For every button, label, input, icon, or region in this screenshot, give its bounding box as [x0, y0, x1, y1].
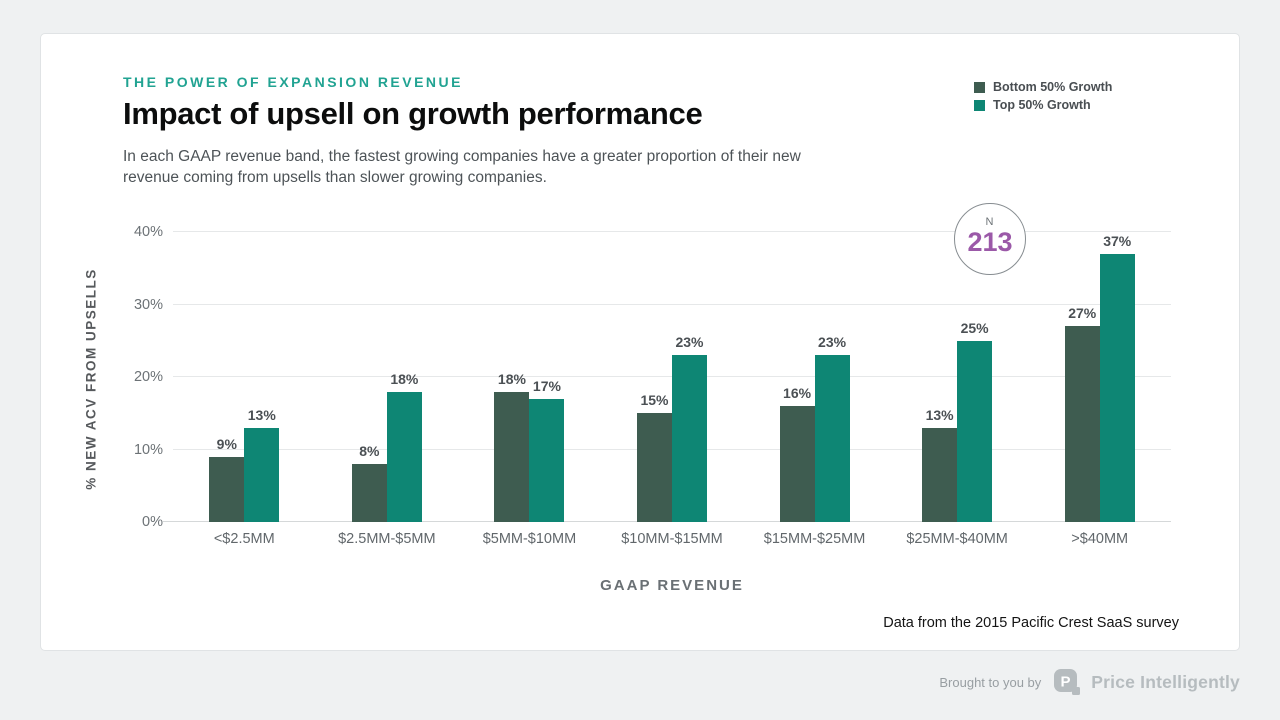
price-intelligently-logo-icon: P: [1054, 669, 1081, 695]
bar-value-label: 18%: [497, 370, 526, 387]
footer: Brought to you by P Price Intelligently: [0, 664, 1240, 700]
legend: Bottom 50% Growth Top 50% Growth: [974, 80, 1112, 116]
bar-group: 16% 23% $15MM-$25MM: [743, 232, 886, 547]
legend-label-top50: Top 50% Growth: [993, 98, 1091, 112]
bar-group: 15% 23% $10MM-$15MM: [601, 232, 744, 547]
y-tick-label: 10%: [133, 441, 163, 458]
bar-value-label: 13%: [247, 406, 276, 423]
x-category-label: $5MM-$10MM: [482, 531, 577, 547]
page-title: Impact of upsell on growth performance: [123, 96, 703, 131]
bar-chart-plot-area: N 213 0% 10% 20% 30% 40% 9% 13% <$2.5MM 8% 18% $2.…: [134, 203, 1171, 548]
legend-label-bottom50: Bottom 50% Growth: [993, 80, 1113, 94]
bar-value-label: 8%: [359, 443, 380, 459]
bar-group: 8% 18% $2.5MM-$5MM: [316, 232, 459, 548]
gridline: [173, 303, 1171, 305]
data-source-note: Data from the 2015 Pacific Crest SaaS su…: [883, 615, 1179, 631]
footer-brand: Price Intelligently: [1091, 671, 1240, 692]
legend-swatch-top50: [974, 99, 985, 111]
bar-group: 13% 25% $25MM-$40MM: [886, 232, 1029, 547]
y-tick-label: 40%: [133, 224, 163, 240]
bar-value-label: 18%: [390, 370, 419, 387]
x-category-label: $10MM-$15MM: [621, 531, 723, 547]
bar-group: 9% 13% <$2.5MM: [173, 232, 316, 547]
legend-swatch-bottom50: [974, 81, 985, 93]
bar-value-label: 15%: [640, 392, 669, 409]
subtitle: In each GAAP revenue band, the fastest g…: [123, 148, 801, 186]
x-category-label: $2.5MM-$5MM: [338, 531, 436, 547]
x-category-label: $25MM-$40MM: [906, 531, 1008, 547]
gridline: [173, 231, 1171, 232]
bar-bottom50: 9%: [209, 436, 245, 522]
bar-top50: 13%: [244, 407, 280, 522]
bar-value-label: 23%: [675, 334, 704, 351]
bar-value-label: 27%: [1068, 305, 1097, 322]
bar-bottom50: 8%: [351, 443, 387, 522]
footer-text: Brought to you by: [939, 674, 1042, 690]
chart-card: THE POWER OF EXPANSION REVENUE Impact of…: [40, 33, 1240, 651]
svg-text:P: P: [1061, 674, 1071, 691]
bar-value-label: 23%: [818, 334, 847, 351]
bar-value-label: 13%: [925, 406, 954, 423]
bar-bottom50: 16%: [779, 385, 815, 522]
bar-top50: 17%: [529, 378, 565, 522]
bar-bottom50: 15%: [636, 392, 672, 522]
bar-bottom50: 27%: [1064, 305, 1100, 522]
eyebrow: THE POWER OF EXPANSION REVENUE: [123, 74, 463, 90]
bar-top50: 37%: [1099, 233, 1135, 522]
sample-size-n: N: [985, 216, 995, 228]
bar-value-label: 37%: [1103, 232, 1132, 249]
bar-value-label: 16%: [783, 385, 812, 401]
bar-top50: 25%: [957, 320, 993, 522]
bar-value-label: 25%: [960, 319, 989, 336]
y-axis-title: % NEW ACV FROM UPSELLS: [83, 268, 99, 490]
y-tick-label: 0%: [142, 514, 163, 530]
x-category-label: $15MM-$25MM: [763, 531, 866, 547]
x-category-label: <$2.5MM: [213, 531, 275, 547]
bar-value-label: 17%: [532, 377, 561, 394]
legend-item-bottom50: Bottom 50% Growth: [974, 80, 1112, 94]
legend-item-top50: Top 50% Growth: [974, 98, 1112, 112]
bar-group: 27% 37% >$40MM: [1028, 232, 1171, 547]
y-tick-label: 20%: [133, 369, 163, 385]
x-category-label: >$40MM: [1071, 531, 1129, 547]
sample-size-value: 213: [967, 227, 1013, 257]
bar-top50: 23%: [671, 334, 707, 522]
y-tick-label: 30%: [133, 296, 163, 313]
x-axis-title: GAAP REVENUE: [600, 577, 744, 594]
bar-top50: 23%: [814, 334, 850, 522]
bar-value-label: 9%: [216, 435, 237, 452]
bar-top50: 18%: [386, 371, 422, 522]
sample-size-badge: N 213: [954, 203, 1026, 275]
bar-bottom50: 18%: [494, 371, 530, 522]
bar-bottom50: 13%: [922, 407, 958, 522]
bar-group: 18% 17% $5MM-$10MM: [458, 232, 601, 548]
